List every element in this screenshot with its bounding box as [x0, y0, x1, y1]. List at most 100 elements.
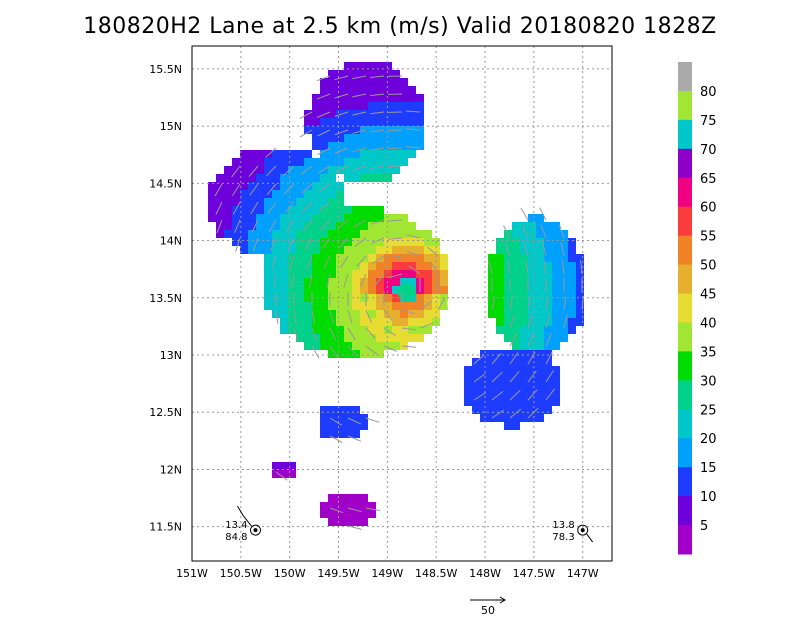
field-cell — [360, 214, 368, 222]
field-cell — [504, 390, 512, 398]
field-cell — [328, 494, 336, 502]
field-cell — [296, 182, 304, 190]
field-cell — [336, 238, 344, 246]
wind-vector — [335, 165, 349, 173]
field-cell — [416, 246, 424, 254]
field-cell — [328, 206, 336, 214]
station-top-value: 13.4 — [225, 520, 247, 531]
field-cell — [424, 270, 432, 278]
field-cell — [504, 318, 512, 326]
wind-vector — [265, 165, 277, 177]
field-cell — [360, 302, 368, 310]
station-bottom-value: 78.3 — [552, 532, 574, 543]
field-cell — [384, 142, 392, 150]
field-cell — [328, 422, 336, 430]
wind-vector — [317, 147, 331, 156]
field-cell — [328, 342, 336, 350]
wind-vector — [580, 260, 583, 275]
field-cell — [328, 158, 336, 166]
wind-vector — [370, 129, 385, 133]
field-cell — [352, 278, 360, 286]
field-cell — [376, 350, 384, 358]
field-cell — [400, 318, 408, 326]
field-cell — [392, 150, 400, 158]
wind-vector — [365, 345, 378, 355]
field-cell — [344, 102, 352, 110]
field-cell — [320, 334, 328, 342]
field-cell — [336, 286, 344, 294]
wind-vector — [308, 273, 313, 288]
wind-vector — [320, 219, 331, 231]
field-cell — [376, 342, 384, 350]
field-cell — [376, 70, 384, 78]
field-cell — [416, 262, 424, 270]
field-cell — [208, 198, 216, 206]
field-cell — [488, 262, 496, 270]
wind-vector — [231, 183, 241, 197]
field-cell — [480, 398, 488, 406]
field-cell — [408, 318, 416, 326]
x-tick-label: 147.5W — [513, 567, 555, 580]
field-cell — [368, 502, 376, 510]
field-cell — [320, 326, 328, 334]
field-cell — [360, 510, 368, 518]
field-cell — [264, 206, 272, 214]
field-cell — [384, 134, 392, 142]
field-cell — [304, 118, 312, 126]
field-cell — [512, 302, 520, 310]
field-cell — [400, 94, 408, 102]
field-cell — [512, 398, 520, 406]
field-cell — [296, 262, 304, 270]
field-cell — [392, 142, 400, 150]
field-cell — [488, 390, 496, 398]
field-cell — [520, 238, 528, 246]
field-cell — [336, 118, 344, 126]
field-cell — [360, 286, 368, 294]
y-tick-label: 14N — [160, 235, 182, 248]
field-cell — [368, 334, 376, 342]
wind-vector — [563, 296, 567, 311]
field-cell — [408, 94, 416, 102]
field-cell — [360, 518, 368, 526]
station-barb — [243, 515, 252, 527]
field-cell — [368, 166, 376, 174]
field-cell — [320, 406, 328, 414]
field-cell — [520, 230, 528, 238]
field-cell — [488, 310, 496, 318]
field-cell — [552, 334, 560, 342]
wind-vector — [289, 255, 295, 270]
field-cell — [320, 430, 328, 438]
wind-vector — [527, 351, 536, 365]
field-cell — [504, 422, 512, 430]
field-cell — [568, 262, 576, 270]
field-cell — [248, 222, 256, 230]
colorbar-swatch — [678, 90, 692, 121]
field-cell — [304, 174, 312, 182]
wind-vector — [540, 224, 547, 239]
field-cell — [336, 134, 344, 142]
field-cell — [536, 358, 544, 366]
field-cell — [552, 382, 560, 390]
field-cell — [352, 238, 360, 246]
field-cell — [400, 246, 408, 254]
field-cell — [552, 278, 560, 286]
field-cell — [376, 222, 384, 230]
wind-vector — [521, 225, 529, 239]
field-cell — [552, 222, 560, 230]
field-cell — [352, 302, 360, 310]
wind-vector — [233, 219, 241, 234]
field-cell — [280, 182, 288, 190]
field-cell — [552, 398, 560, 406]
field-cell — [536, 374, 544, 382]
field-cell — [440, 270, 448, 278]
x-tick-label: 148W — [469, 567, 501, 580]
field-cell — [384, 222, 392, 230]
field-cell — [416, 310, 424, 318]
field-cell — [392, 102, 400, 110]
field-cell — [368, 262, 376, 270]
field-cell — [360, 422, 368, 430]
field-cell — [352, 102, 360, 110]
field-cell — [336, 502, 344, 510]
wind-vector — [383, 327, 397, 336]
field-cell — [304, 230, 312, 238]
